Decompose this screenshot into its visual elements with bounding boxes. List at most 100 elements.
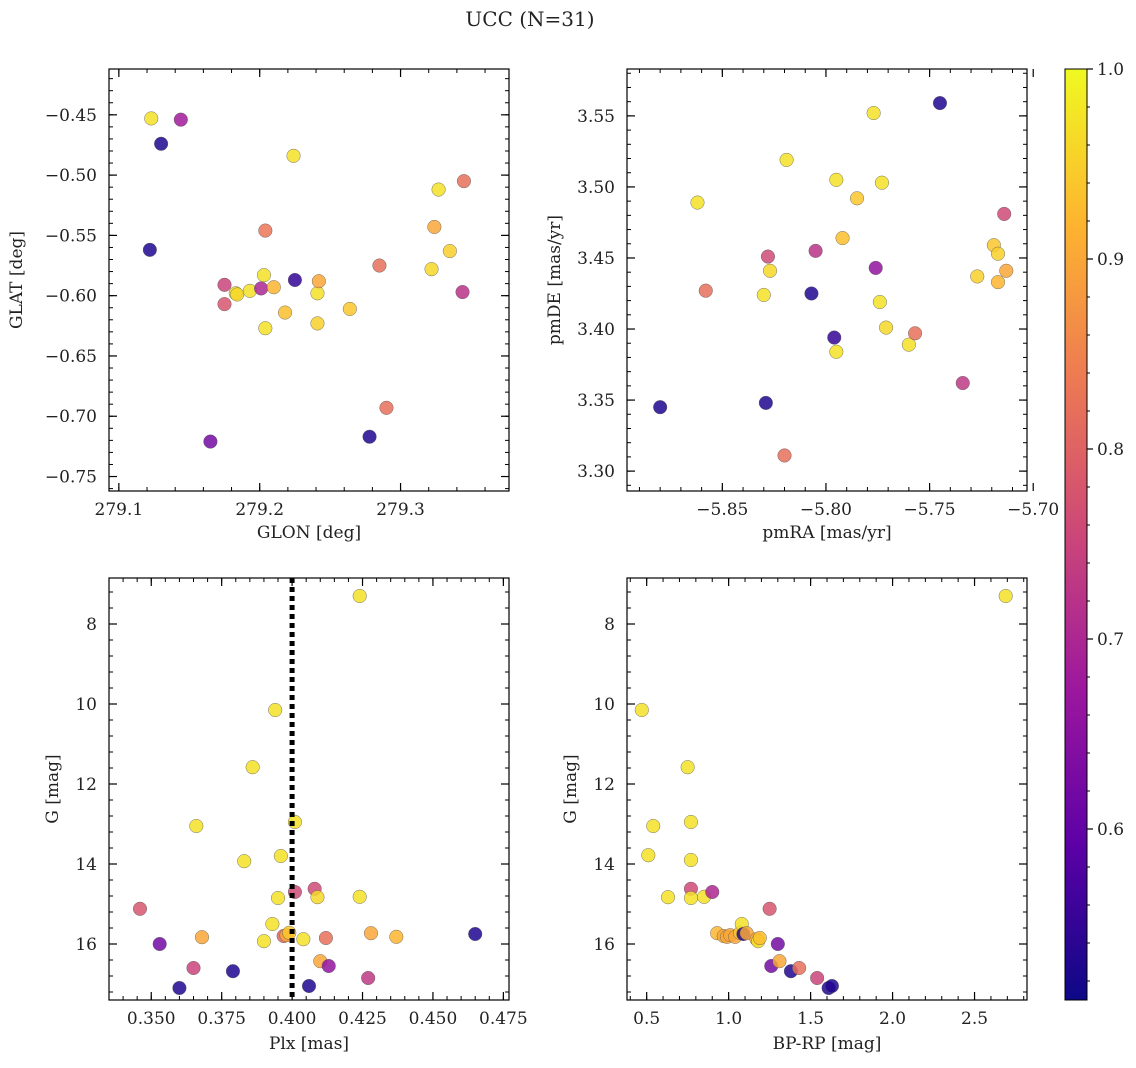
y-tick-label: 16 xyxy=(75,935,97,955)
y-tick-label: 3.40 xyxy=(577,320,615,340)
panel-bprp-g: 0.5 1.0 1.5 2.0 2.5 8 10 12 14 16 BP-RP [mag] G [ma… xyxy=(561,577,1028,1054)
data-point xyxy=(879,320,894,335)
data-point xyxy=(760,249,775,264)
data-point xyxy=(389,929,404,944)
data-point xyxy=(361,971,376,986)
data-point xyxy=(824,979,839,994)
data-point xyxy=(154,136,169,151)
data-point xyxy=(779,152,794,167)
data-point xyxy=(442,244,457,259)
data-point xyxy=(431,182,446,197)
y-tick-label: 3.50 xyxy=(577,178,615,198)
x-tick-label: 0.5 xyxy=(633,1009,660,1029)
data-point xyxy=(955,376,970,391)
data-point xyxy=(362,429,377,444)
x-tick-label: 0.475 xyxy=(479,1009,528,1029)
data-point xyxy=(690,195,705,210)
y-axis-label: GLAT [deg] xyxy=(7,231,27,329)
data-point xyxy=(872,295,887,310)
data-point xyxy=(310,316,325,331)
data-point xyxy=(770,937,785,952)
data-point xyxy=(468,927,483,942)
data-point xyxy=(908,326,923,341)
data-point xyxy=(680,760,695,775)
data-point xyxy=(310,286,325,301)
data-point xyxy=(265,917,280,932)
y-tick-label: −0.60 xyxy=(45,287,97,307)
data-point xyxy=(302,979,317,994)
x-tick-label: 1.0 xyxy=(715,1009,742,1029)
data-point xyxy=(810,971,825,986)
data-point xyxy=(427,219,442,234)
data-point xyxy=(363,926,378,941)
x-tick-label: 0.450 xyxy=(409,1009,458,1029)
y-tick-label: 3.55 xyxy=(577,107,615,127)
data-point xyxy=(424,262,439,277)
data-point xyxy=(998,589,1013,604)
x-tick-label: 1.5 xyxy=(797,1009,824,1029)
data-point xyxy=(372,258,387,273)
data-point xyxy=(256,934,271,949)
x-tick-label: 0.375 xyxy=(197,1009,246,1029)
y-tick-label: 14 xyxy=(593,855,615,875)
data-point xyxy=(646,819,661,834)
data-point xyxy=(777,448,792,463)
y-tick-label: −0.70 xyxy=(45,407,97,427)
data-point xyxy=(456,174,471,189)
data-point xyxy=(321,959,336,974)
colorbar-tick-label: 0.6 xyxy=(1097,820,1124,840)
data-point xyxy=(868,260,883,275)
data-point xyxy=(287,273,302,288)
axes-frame xyxy=(626,577,1028,1001)
x-tick-label: 2.5 xyxy=(961,1009,988,1029)
data-point xyxy=(268,703,283,718)
colorbar-tick-label: 0.8 xyxy=(1097,440,1124,460)
data-point xyxy=(311,274,326,289)
colorbar-ticks: 0.6 0.7 0.8 0.9 1.0 xyxy=(1087,60,1124,982)
x-tick-label: 0.400 xyxy=(268,1009,317,1029)
data-point xyxy=(258,223,273,238)
y-tick-label: 10 xyxy=(75,695,97,715)
data-point xyxy=(132,901,147,916)
data-point xyxy=(172,981,187,996)
data-point xyxy=(318,931,333,946)
data-point xyxy=(352,889,367,904)
x-tick-label: −5.80 xyxy=(800,500,852,520)
data-point xyxy=(901,337,916,352)
x-tick-label: −5.70 xyxy=(1007,500,1059,520)
y-tick-label: −0.50 xyxy=(45,166,97,186)
data-point xyxy=(827,330,842,345)
x-tick-label: 0.350 xyxy=(127,1009,176,1029)
x-tick-label: 279.1 xyxy=(95,500,144,520)
x-tick-label: 279.2 xyxy=(235,500,284,520)
data-point xyxy=(225,964,240,979)
data-point xyxy=(641,848,656,863)
data-point xyxy=(310,890,325,905)
data-point xyxy=(698,283,713,298)
data-point xyxy=(990,246,1005,261)
data-point xyxy=(189,819,204,834)
colorbar-tick-label: 0.7 xyxy=(1097,630,1124,650)
colorbar-tick-label: 0.9 xyxy=(1097,250,1124,270)
data-point xyxy=(296,932,311,947)
data-point xyxy=(653,400,668,415)
y-tick-label: 12 xyxy=(75,775,97,795)
data-point xyxy=(808,243,823,258)
data-point xyxy=(352,589,367,604)
data-point xyxy=(970,269,985,284)
y-tick-label: 3.30 xyxy=(577,462,615,482)
y-tick-label: 12 xyxy=(593,775,615,795)
y-axis-label: pmDE [mas/yr] xyxy=(545,215,565,345)
data-point xyxy=(660,890,675,905)
data-point xyxy=(850,191,865,206)
y-tick-label: −0.45 xyxy=(45,106,97,126)
data-point xyxy=(804,286,819,301)
data-point xyxy=(144,111,159,126)
data-point xyxy=(829,344,844,359)
y-tick-label: −0.75 xyxy=(45,468,97,488)
data-point xyxy=(997,206,1012,221)
data-point xyxy=(186,961,201,976)
y-tick-label: 16 xyxy=(593,935,615,955)
x-tick-label: 2.0 xyxy=(879,1009,906,1029)
